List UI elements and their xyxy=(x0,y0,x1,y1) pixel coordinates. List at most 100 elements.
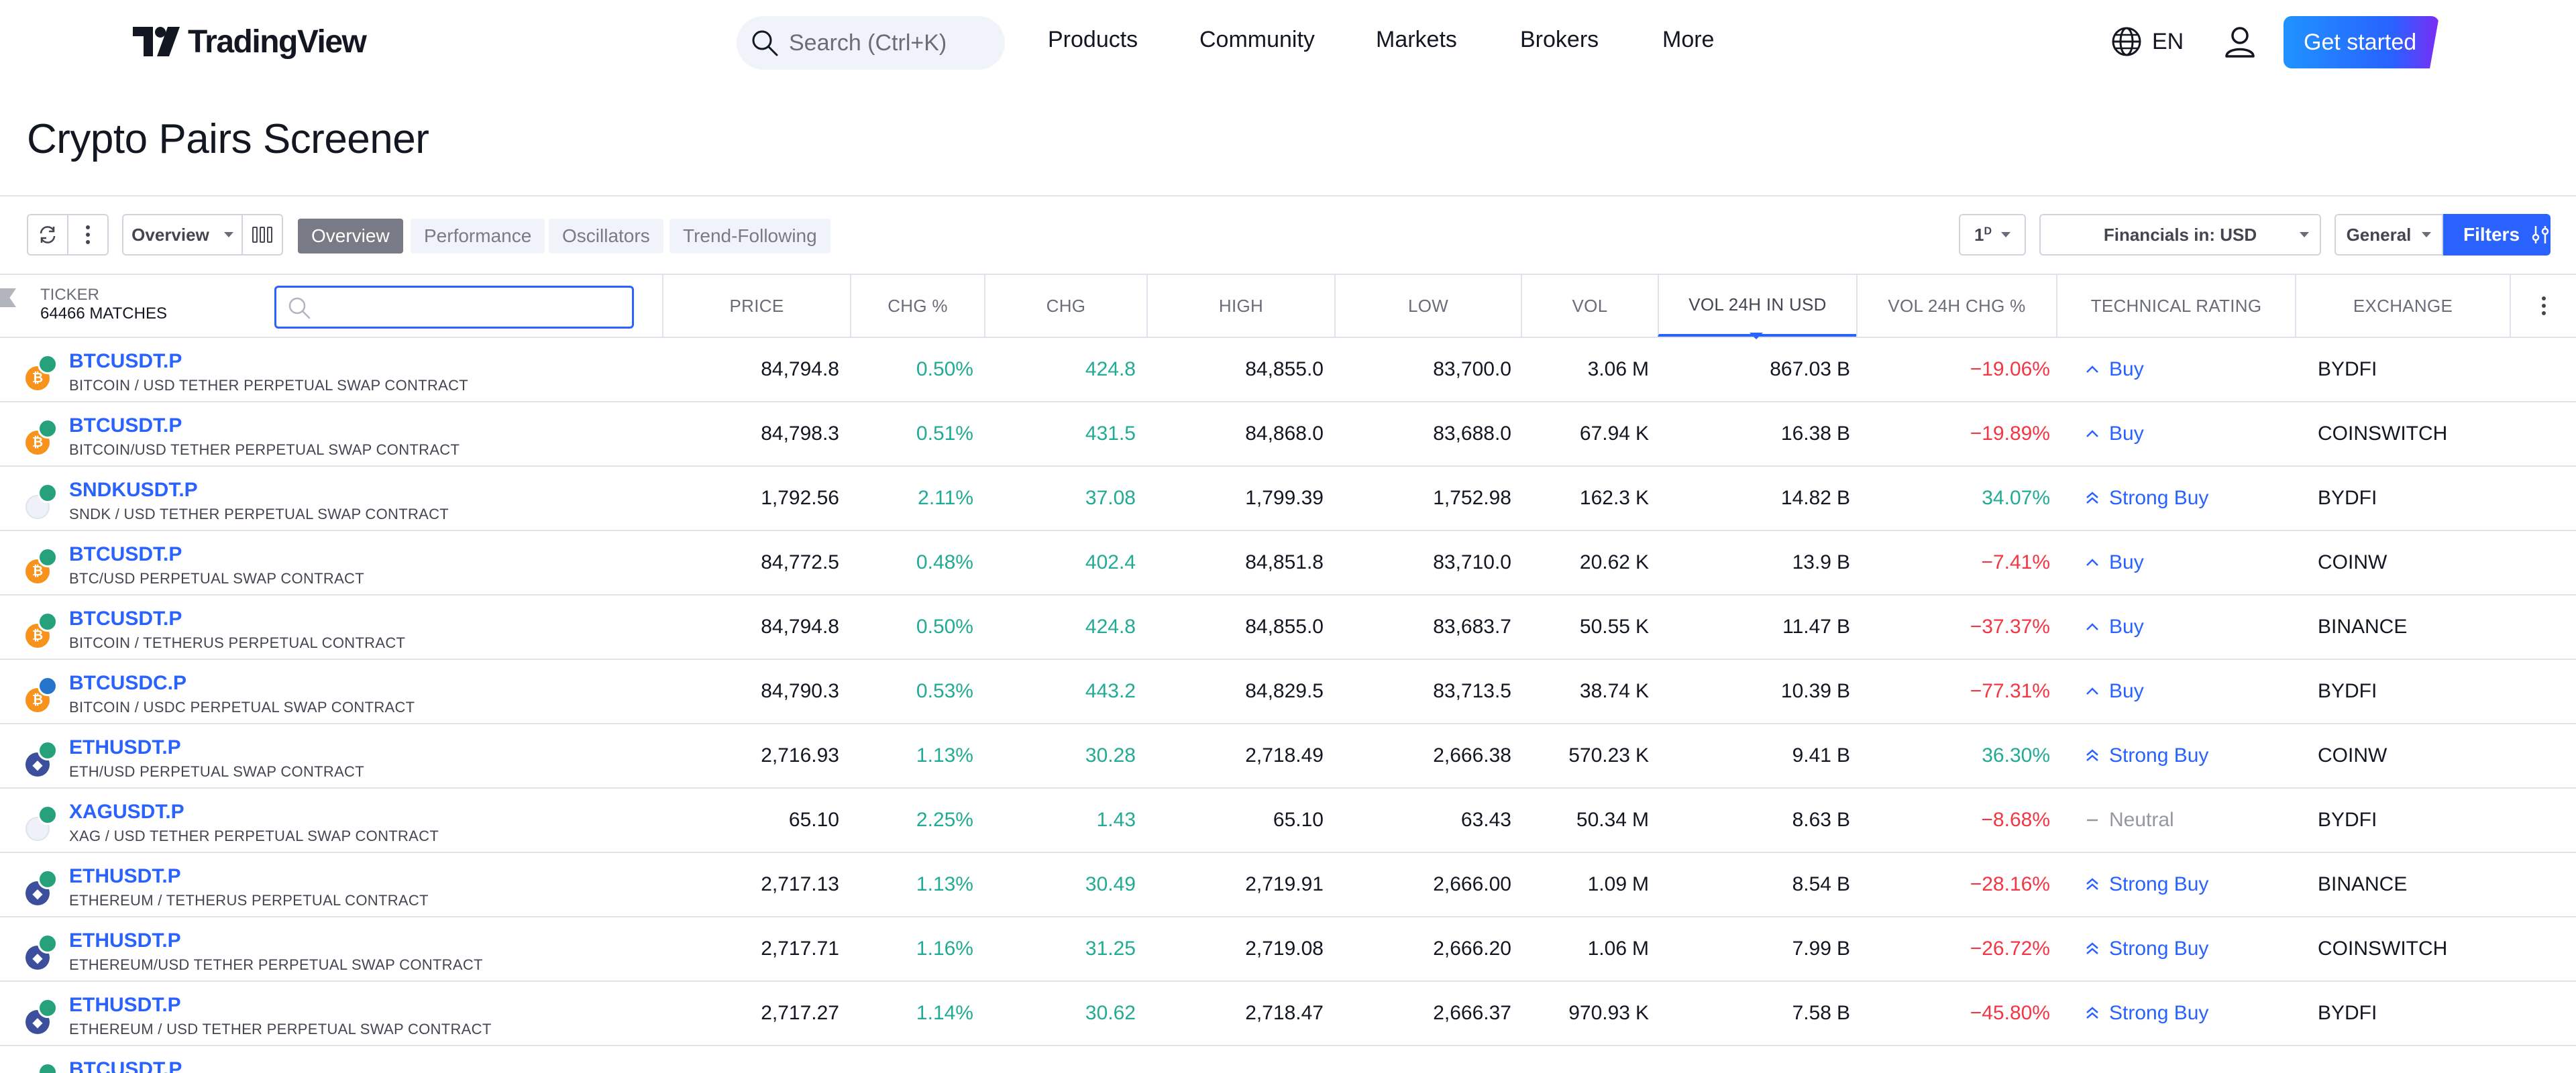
ticker-symbol-link[interactable]: BTCUSDT.P xyxy=(69,543,182,565)
vol-24h-unit: B xyxy=(1836,744,1850,767)
column-header-chg[interactable]: CHG xyxy=(984,275,1146,337)
ticker-description: SNDK / USD TETHER PERPETUAL SWAP CONTRAC… xyxy=(69,506,449,522)
refresh-button[interactable] xyxy=(27,214,68,256)
tradingview-logo[interactable]: TradingView xyxy=(133,23,367,60)
filter-preset-select[interactable]: General xyxy=(2334,214,2443,256)
refresh-icon xyxy=(40,226,56,243)
ticker-symbol-link[interactable]: ETHUSDT.P xyxy=(69,994,181,1016)
ticker-column-header[interactable]: TICKER 64466 MATCHES xyxy=(40,286,167,323)
ethereum-icon: ◆ xyxy=(25,946,50,970)
filter-preset-label: General xyxy=(2346,224,2412,245)
cell-high: 2,718.47 xyxy=(1245,1002,1324,1024)
ticker-symbol-link[interactable]: XAGUSDT.P xyxy=(69,801,184,823)
nav-products[interactable]: Products xyxy=(1048,27,1138,52)
ticker-symbol-link[interactable]: ETHUSDT.P xyxy=(69,929,181,952)
technical-rating[interactable]: Strong Buy xyxy=(2082,853,2290,916)
search-icon xyxy=(752,30,778,56)
vol-24h-unit: B xyxy=(1836,487,1850,509)
cell-vol-24h-chg: −45.80% xyxy=(1970,1002,2050,1024)
tab-performance[interactable]: Performance xyxy=(411,219,545,253)
user-icon[interactable] xyxy=(2223,25,2257,59)
get-started-button[interactable]: Get started xyxy=(2284,16,2439,68)
ticker-symbol-link[interactable]: BTCUSDC.P xyxy=(69,672,187,694)
nav-brokers[interactable]: Brokers xyxy=(1520,27,1599,52)
vol-24h-unit: B xyxy=(1836,422,1850,445)
technical-rating[interactable]: Strong Buy xyxy=(2082,917,2290,980)
ticker-symbol-link[interactable]: BTCUSDT.P xyxy=(69,1058,182,1073)
table-row[interactable]: ₿ BTCUSDT.P BITCOIN/USD TETHER PERPETUAL S… xyxy=(0,402,2576,467)
technical-rating[interactable]: Buy xyxy=(2082,660,2290,723)
language-selector[interactable]: EN xyxy=(2110,25,2184,58)
technical-rating[interactable]: Strong Buy xyxy=(2082,467,2290,530)
search-bar[interactable]: Search (Ctrl+K) xyxy=(737,16,1005,70)
currency-select[interactable]: Financials in: USD xyxy=(2039,214,2321,256)
cell-vol: 50.34 M xyxy=(1476,789,1649,852)
technical-rating[interactable]: Neutral xyxy=(2082,789,2290,852)
double-chevron-up-icon xyxy=(2082,491,2102,506)
table-row[interactable]: ₿ BTCUSDT.P BTC/USD PERPETUAL SWAP CONTRAC… xyxy=(0,531,2576,596)
cell-price: 65.10 xyxy=(788,809,839,831)
column-header-high[interactable]: HIGH xyxy=(1146,275,1334,337)
ticker-symbol-link[interactable]: BTCUSDT.P xyxy=(69,414,182,437)
cell-vol: 970.93 K xyxy=(1476,982,1649,1045)
column-header-price[interactable]: PRICE xyxy=(662,275,850,337)
table-row[interactable]: ◆ ETHUSDT.P ETH/USD PERPETUAL SWAP CONTRAC… xyxy=(0,724,2576,789)
chevron-down-icon xyxy=(2300,232,2309,237)
cell-vol-24h-chg xyxy=(1878,1046,2050,1073)
ticker-symbol-link[interactable]: BTCUSDT.P xyxy=(69,350,182,372)
table-row[interactable]: ₿ BTCUSDT.P BITCOIN / TETHERUS PERPETUAL C… xyxy=(0,596,2576,660)
table-row[interactable]: ₿ BTCUSDC.P BITCOIN / USDC PERPETUAL SWAP … xyxy=(0,660,2576,724)
table-row[interactable]: SNDKUSDT.P SNDK / USD TETHER PERPETUAL SW… xyxy=(0,467,2576,531)
column-header-technical-rating[interactable]: TECHNICAL RATING xyxy=(2056,275,2295,337)
technical-rating[interactable]: Buy xyxy=(2082,402,2290,465)
dash-icon xyxy=(2082,813,2102,828)
cell-vol-24h-chg: −8.68% xyxy=(1981,809,2050,831)
sliders-icon xyxy=(2532,226,2549,243)
table-row[interactable]: ₿ BTCUSDT.P BITCOIN / USD TETHER PERPETUAL… xyxy=(0,338,2576,402)
tab-trend-following[interactable]: Trend-Following xyxy=(669,219,830,253)
ticker-search-input[interactable] xyxy=(274,286,634,329)
table-row[interactable]: ◆ ETHUSDT.P ETHEREUM / TETHERUS PERPETUAL … xyxy=(0,853,2576,917)
technical-rating[interactable]: Buy xyxy=(2082,596,2290,659)
flag-icon[interactable] xyxy=(0,288,16,307)
screener-menu-button[interactable] xyxy=(68,214,109,256)
interval-select[interactable]: 1D xyxy=(1959,214,2026,256)
table-row[interactable]: ◆ ETHUSDT.P ETHEREUM / USD TETHER PERPETUA… xyxy=(0,982,2576,1046)
ticker-symbol-link[interactable]: BTCUSDT.P xyxy=(69,608,182,630)
column-header-exchange[interactable]: EXCHANGE xyxy=(2295,275,2510,337)
cell-vol-24h-chg: −7.41% xyxy=(1981,551,2050,573)
table-row[interactable]: ₿BTCUSDT.P xyxy=(0,1046,2576,1073)
cell-chg-pct: 0.48% xyxy=(916,551,973,573)
technical-rating[interactable]: Strong Buy xyxy=(2082,982,2290,1045)
tab-oscillators[interactable]: Oscillators xyxy=(549,219,663,253)
technical-rating[interactable]: Buy xyxy=(2082,531,2290,594)
column-header-chg-pct[interactable]: CHG % xyxy=(850,275,984,337)
nav-markets[interactable]: Markets xyxy=(1376,27,1457,52)
table-row[interactable]: XAGUSDT.P XAG / USD TETHER PERPETUAL SWAP… xyxy=(0,789,2576,853)
tab-overview[interactable]: Overview xyxy=(298,219,403,253)
cell-chg: 37.08 xyxy=(1085,487,1136,509)
table-options[interactable] xyxy=(2510,275,2576,337)
ticker-symbol-link[interactable]: ETHUSDT.P xyxy=(69,736,181,758)
column-header-vol[interactable]: VOL xyxy=(1521,275,1658,337)
table-row[interactable]: ◆ ETHUSDT.P ETHEREUM/USD TETHER PERPETUAL … xyxy=(0,917,2576,982)
ticker-symbol-link[interactable]: SNDKUSDT.P xyxy=(69,479,198,501)
column-settings-button[interactable] xyxy=(243,214,283,256)
technical-rating[interactable]: Strong Buy xyxy=(2082,724,2290,787)
language-label: EN xyxy=(2152,28,2184,54)
ticker-description: ETHEREUM / TETHERUS PERPETUAL CONTRACT xyxy=(69,892,429,909)
column-set-select[interactable]: Overview xyxy=(122,214,243,256)
column-header-vol-24h-usd[interactable]: VOL 24H IN USD xyxy=(1658,275,1856,337)
vol-24h-value: 867.03 xyxy=(1770,358,1831,380)
ticker-symbol-link[interactable]: ETHUSDT.P xyxy=(69,865,181,887)
column-header-vol-24h-chg[interactable]: VOL 24H CHG % xyxy=(1856,275,2056,337)
tether-icon xyxy=(38,740,58,760)
nav-more[interactable]: More xyxy=(1662,27,1715,52)
tradingview-logo-icon xyxy=(133,27,180,56)
filters-button[interactable]: Filters xyxy=(2443,214,2551,256)
nav-community[interactable]: Community xyxy=(1199,27,1315,52)
cell-chg xyxy=(961,1046,1136,1073)
column-header-low[interactable]: LOW xyxy=(1334,275,1521,337)
cell-price: 84,794.8 xyxy=(761,358,839,380)
technical-rating[interactable]: Buy xyxy=(2082,338,2290,401)
